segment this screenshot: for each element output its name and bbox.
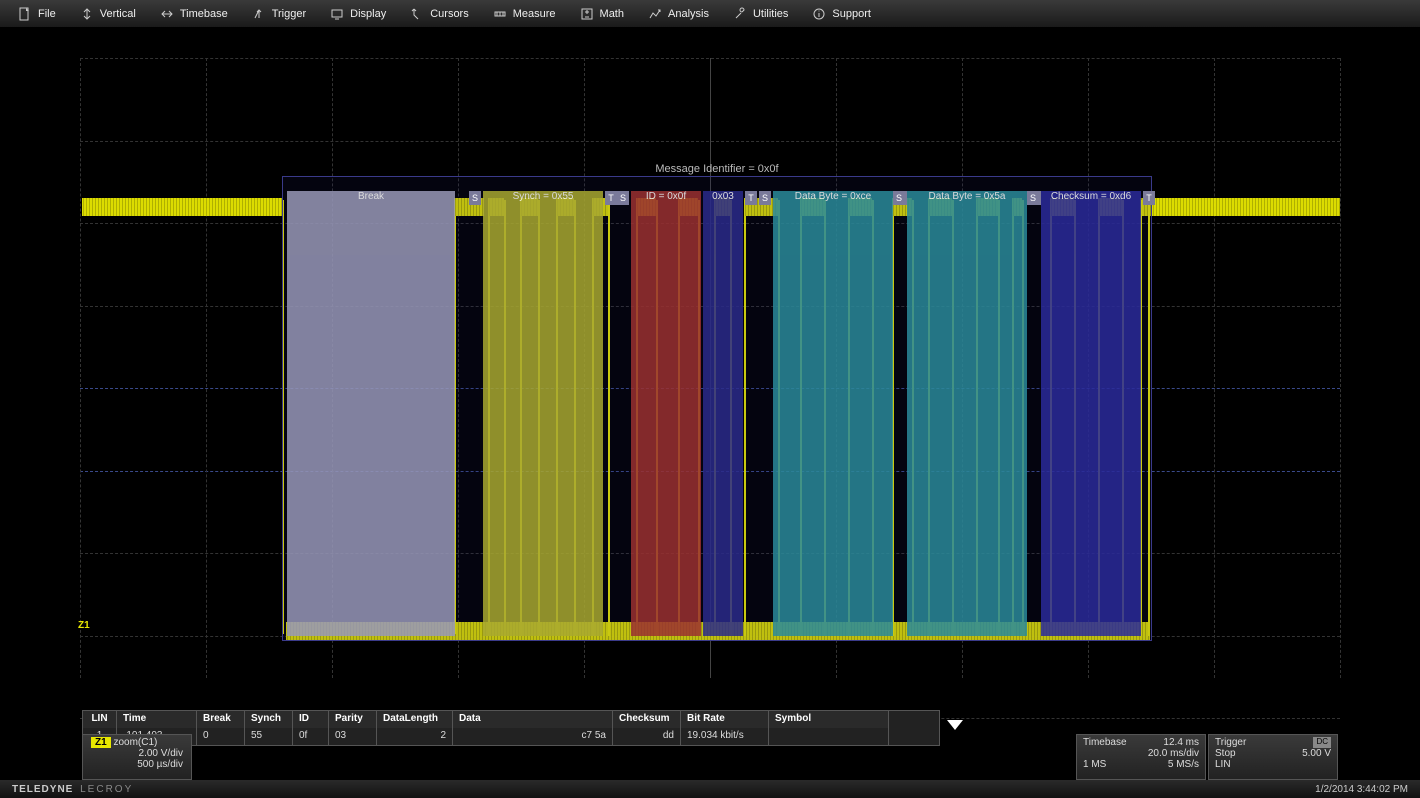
support-icon (812, 7, 826, 21)
math-icon (580, 7, 594, 21)
menu-label: Support (832, 8, 871, 20)
zoom-info-panel[interactable]: Z1 zoom(C1) 2.00 V/div 500 µs/div (82, 734, 192, 780)
menu-label: File (38, 8, 56, 20)
protocol-field-label: Break (287, 191, 455, 202)
menu-label: Trigger (272, 8, 306, 20)
timebase-panel[interactable]: Timebase 12.4 ms 20.0 ms/div 1 MS 5 MS/s (1076, 734, 1206, 780)
trace-high-left (82, 198, 282, 216)
column-header: Break (197, 711, 245, 728)
zoom-badge: Z1 (91, 737, 111, 748)
menu-support[interactable]: Support (802, 4, 881, 24)
decode-header: LIN TimeBreakSynchIDParityDataLengthData… (83, 711, 939, 728)
menu-label: Utilities (753, 8, 788, 20)
protocol-field: Data Byte = 0x5a (907, 191, 1027, 636)
protocol-field: Data Byte = 0xce (773, 191, 893, 636)
trigger-title: Trigger (1215, 737, 1246, 748)
timebase-mem: 1 MS (1083, 759, 1106, 770)
main-menubar: File Vertical Timebase Trigger Display C… (0, 0, 1420, 28)
measure-icon (493, 7, 507, 21)
zoom-name: zoom(C1) (113, 737, 157, 748)
status-bar: TELEDYNE LECROY 1/2/2014 3:44:02 PM (0, 780, 1420, 798)
waveform-display[interactable]: Message Identifier = 0x0f BreakSSynch = … (0, 28, 1420, 708)
trigger-panel[interactable]: Trigger DC Stop 5.00 V LIN (1208, 734, 1338, 780)
menu-label: Math (600, 8, 624, 20)
display-icon (330, 7, 344, 21)
menu-file[interactable]: File (8, 4, 66, 24)
protocol-field: 0x03 (703, 191, 743, 636)
column-header: Synch (245, 711, 293, 728)
protocol-field-label: ID = 0x0f (631, 191, 701, 202)
utilities-icon (733, 7, 747, 21)
menu-trigger[interactable]: Trigger (242, 4, 316, 24)
menu-analysis[interactable]: Analysis (638, 4, 719, 24)
protocol-decode-overlay: Message Identifier = 0x0f BreakSSynch = … (282, 176, 1152, 641)
start-bit-marker: S (617, 191, 629, 205)
menu-display[interactable]: Display (320, 4, 396, 24)
start-bit-marker: S (469, 191, 481, 205)
start-bit-marker: S (1027, 191, 1039, 205)
protocol-field-label: Synch = 0x55 (483, 191, 603, 202)
column-header: Parity (329, 711, 377, 728)
datetime: 1/2/2014 3:44:02 PM (1315, 784, 1408, 795)
zoom-vdiv: 2.00 V/div (91, 748, 183, 759)
zoom-marker: Z1 (78, 620, 90, 631)
column-header: Time (117, 711, 197, 728)
timebase-pos: 12.4 ms (1163, 737, 1199, 748)
column-header: DataLength (377, 711, 453, 728)
brand-name: TELEDYNE (12, 784, 73, 795)
menu-timebase[interactable]: Timebase (150, 4, 238, 24)
timebase-title: Timebase (1083, 737, 1127, 748)
column-header: ID (293, 711, 329, 728)
trigger-source: LIN (1215, 759, 1331, 770)
info-panels: Z1 zoom(C1) 2.00 V/div 500 µs/div Timeba… (82, 734, 1338, 780)
stop-bit-marker: T (605, 191, 617, 205)
trigger-level: 5.00 V (1302, 748, 1331, 759)
file-icon (18, 7, 32, 21)
protocol-field-label: 0x03 (703, 191, 743, 202)
menu-cursors[interactable]: Cursors (400, 4, 479, 24)
protocol-field-label: Data Byte = 0xce (773, 191, 893, 202)
brand-sub: LECROY (80, 784, 133, 795)
protocol-field: ID = 0x0f (631, 191, 701, 636)
menu-label: Analysis (668, 8, 709, 20)
protocol-field-label: Checksum = 0xd6 (1041, 191, 1141, 202)
analysis-icon (648, 7, 662, 21)
cursors-icon (410, 7, 424, 21)
start-bit-marker: S (893, 191, 905, 205)
trigger-icon (252, 7, 266, 21)
column-header: Checksum (613, 711, 681, 728)
table-dropdown-icon[interactable] (947, 720, 963, 730)
zoom-tdiv: 500 µs/div (91, 759, 183, 770)
protocol-title: Message Identifier = 0x0f (283, 163, 1151, 175)
menu-label: Vertical (100, 8, 136, 20)
protocol-field-label: Data Byte = 0x5a (907, 191, 1027, 202)
menu-label: Measure (513, 8, 556, 20)
menu-label: Display (350, 8, 386, 20)
trigger-coupling-badge: DC (1313, 737, 1331, 748)
stop-bit-marker: T (1143, 191, 1155, 205)
timebase-tdiv: 20.0 ms/div (1083, 748, 1199, 759)
column-header: Symbol (769, 711, 889, 728)
menu-math[interactable]: Math (570, 4, 634, 24)
stop-bit-marker: T (745, 191, 757, 205)
timebase-icon (160, 7, 174, 21)
menu-vertical[interactable]: Vertical (70, 4, 146, 24)
menu-label: Timebase (180, 8, 228, 20)
protocol-field: Break (287, 191, 455, 636)
start-bit-marker: S (759, 191, 771, 205)
protocol-field: Checksum = 0xd6 (1041, 191, 1141, 636)
vertical-icon (80, 7, 94, 21)
menu-measure[interactable]: Measure (483, 4, 566, 24)
protocol-field: Synch = 0x55 (483, 191, 603, 636)
column-header: Data (453, 711, 613, 728)
menu-label: Cursors (430, 8, 469, 20)
timebase-rate: 5 MS/s (1168, 759, 1199, 770)
column-header: Bit Rate (681, 711, 769, 728)
trace-high-right (1140, 198, 1340, 216)
protocol-badge: LIN (83, 711, 117, 728)
menu-utilities[interactable]: Utilities (723, 4, 798, 24)
trigger-mode: Stop (1215, 748, 1236, 759)
